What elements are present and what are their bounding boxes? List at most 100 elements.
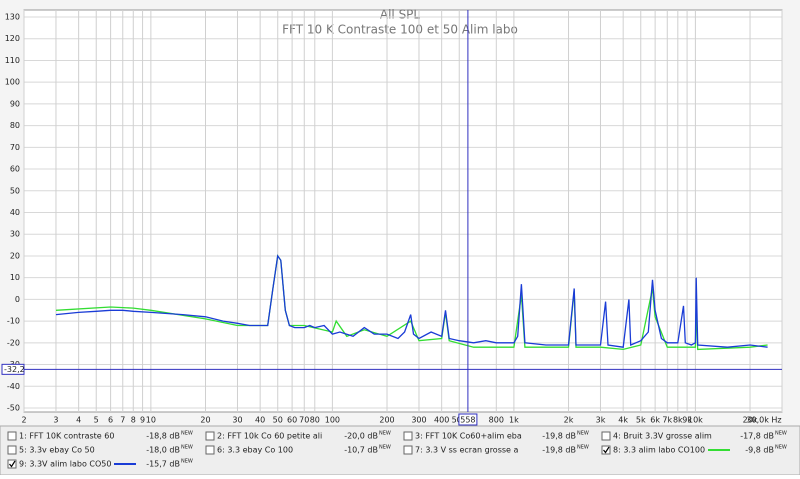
legend-badge: NEW bbox=[379, 431, 391, 437]
x-tick-label: 20k bbox=[743, 416, 758, 425]
x-tick-label: 10k bbox=[688, 416, 703, 425]
y-tick-label: 50 bbox=[10, 186, 20, 195]
x-tick-label: 100 bbox=[325, 416, 340, 425]
y-tick-label: -20 bbox=[7, 338, 20, 347]
legend-value: -19,8 dB bbox=[542, 446, 576, 455]
x-tick-label: 9 bbox=[140, 416, 145, 425]
legend-checkbox[interactable] bbox=[403, 445, 413, 455]
x-tick-label: 30 bbox=[232, 416, 242, 425]
cursor-label: -32,2 bbox=[4, 365, 25, 374]
legend-checkbox[interactable] bbox=[601, 445, 611, 455]
y-tick-label: -50 bbox=[7, 404, 20, 413]
legend-checkbox[interactable] bbox=[205, 445, 215, 455]
cursor-label-box bbox=[1, 363, 25, 375]
legend-value: -20,0 dB bbox=[344, 432, 378, 441]
x-tick-label: 6k bbox=[650, 416, 660, 425]
y-tick-label: 10 bbox=[10, 273, 20, 282]
x-tick-label: 4k bbox=[618, 416, 628, 425]
chart-subtitle: FFT 10 K Contraste 100 et 50 Alim labo bbox=[282, 23, 518, 37]
x-tick-label: 70 bbox=[299, 416, 309, 425]
x-tick-label: 7k bbox=[662, 416, 672, 425]
x-tick-label: 2 bbox=[21, 416, 26, 425]
legend-label: 8: 3.3 alim labo CO100 bbox=[613, 446, 705, 455]
legend-badge: NEW bbox=[181, 459, 193, 465]
plot-area bbox=[23, 9, 783, 413]
legend-check bbox=[9, 460, 16, 468]
x-tick-label: 800 bbox=[489, 416, 504, 425]
x-tick-label: 3 bbox=[53, 416, 58, 425]
y-tick-label: 60 bbox=[10, 165, 20, 174]
x-tick-label: 8 bbox=[131, 416, 136, 425]
x-tick-label: 200 bbox=[379, 416, 394, 425]
y-tick-label: 110 bbox=[5, 56, 20, 65]
series-line bbox=[55, 254, 768, 348]
x-tick-label: 7 bbox=[120, 416, 125, 425]
x-tick-label: 3k bbox=[596, 416, 606, 425]
y-tick-label: 40 bbox=[10, 208, 20, 217]
legend-checkbox[interactable] bbox=[7, 431, 17, 441]
x-tick-label: 5k bbox=[636, 416, 646, 425]
legend-label: 4: Bruit 3.3V grosse alim bbox=[613, 432, 712, 441]
legend-value: -17,8 dB bbox=[740, 432, 774, 441]
legend-checkbox[interactable] bbox=[7, 445, 17, 455]
x-tick-label: 5 bbox=[94, 416, 99, 425]
legend-badge: NEW bbox=[775, 445, 787, 451]
x-tick-label: 40 bbox=[255, 416, 265, 425]
x-tick-label: 9k bbox=[682, 416, 692, 425]
x-tick-label: 6 bbox=[108, 416, 113, 425]
y-tick-label: -10 bbox=[7, 317, 20, 326]
legend-checkbox[interactable] bbox=[403, 431, 413, 441]
legend-badge: NEW bbox=[775, 431, 787, 437]
x-tick-label: 400 bbox=[434, 416, 449, 425]
legend-badge: NEW bbox=[577, 431, 589, 437]
legend-checkbox[interactable] bbox=[601, 431, 611, 441]
x-tick-label: 60 bbox=[287, 416, 297, 425]
x-tick-label: 4 bbox=[76, 416, 81, 425]
chart-title: All SPL bbox=[380, 8, 421, 22]
legend-value: -19,8 dB bbox=[542, 432, 576, 441]
x-tick-label: 1k bbox=[509, 416, 519, 425]
y-tick-label: 120 bbox=[5, 34, 20, 43]
legend-badge: NEW bbox=[379, 445, 391, 451]
y-tick-label: 80 bbox=[10, 121, 20, 130]
x-tick-label: 20 bbox=[200, 416, 210, 425]
legend-badge: NEW bbox=[577, 445, 589, 451]
y-tick-label: 30 bbox=[10, 230, 20, 239]
legend-label: 7: 3.3 V ss ecran grosse a bbox=[415, 446, 519, 455]
legend-checkbox[interactable] bbox=[205, 431, 215, 441]
legend-check bbox=[603, 446, 610, 454]
legend-label: 2: FFT 10k Co 60 petite ali bbox=[217, 432, 322, 441]
legend-value: -10,7 dB bbox=[344, 446, 378, 455]
cursor-label: 558 bbox=[460, 416, 475, 425]
legend-label: 3: FFT 10K Co60+alim eba bbox=[415, 432, 522, 441]
legend-checkbox[interactable] bbox=[7, 459, 17, 469]
legend-value: -18,0 dB bbox=[146, 446, 180, 455]
legend-value: -9,8 dB bbox=[745, 446, 774, 455]
legend-label: 9: 3.3V alim labo CO50 bbox=[19, 460, 111, 469]
x-tick-label: 30,0k Hz bbox=[746, 416, 781, 425]
y-tick-label: 90 bbox=[10, 99, 20, 108]
legend-badge: NEW bbox=[181, 431, 193, 437]
y-tick-label: 0 bbox=[15, 295, 20, 304]
x-tick-label: 50 bbox=[273, 416, 283, 425]
y-tick-label: 130 bbox=[5, 13, 20, 22]
x-tick-label: 2k bbox=[564, 416, 574, 425]
x-tick-label: 300 bbox=[411, 416, 426, 425]
legend-value: -18,8 dB bbox=[146, 432, 180, 441]
x-tick-label: 8k bbox=[673, 416, 683, 425]
x-tick-label: 80 bbox=[310, 416, 320, 425]
x-tick-label: 10 bbox=[146, 416, 156, 425]
legend-value: -15,7 dB bbox=[146, 460, 180, 469]
y-tick-label: 70 bbox=[10, 143, 20, 152]
legend-label: 6: 3.3 ebay Co 100 bbox=[217, 446, 293, 455]
cursor-label-box bbox=[458, 413, 478, 426]
legend-label: 5: 3.3v ebay Co 50 bbox=[19, 446, 95, 455]
legend-badge: NEW bbox=[181, 445, 193, 451]
y-tick-label: 100 bbox=[5, 78, 20, 87]
legend-panel bbox=[0, 425, 800, 476]
y-tick-label: 20 bbox=[10, 251, 20, 260]
y-tick-label: -40 bbox=[7, 382, 20, 391]
legend-label: 1: FFT 10K contraste 60 bbox=[19, 432, 114, 441]
